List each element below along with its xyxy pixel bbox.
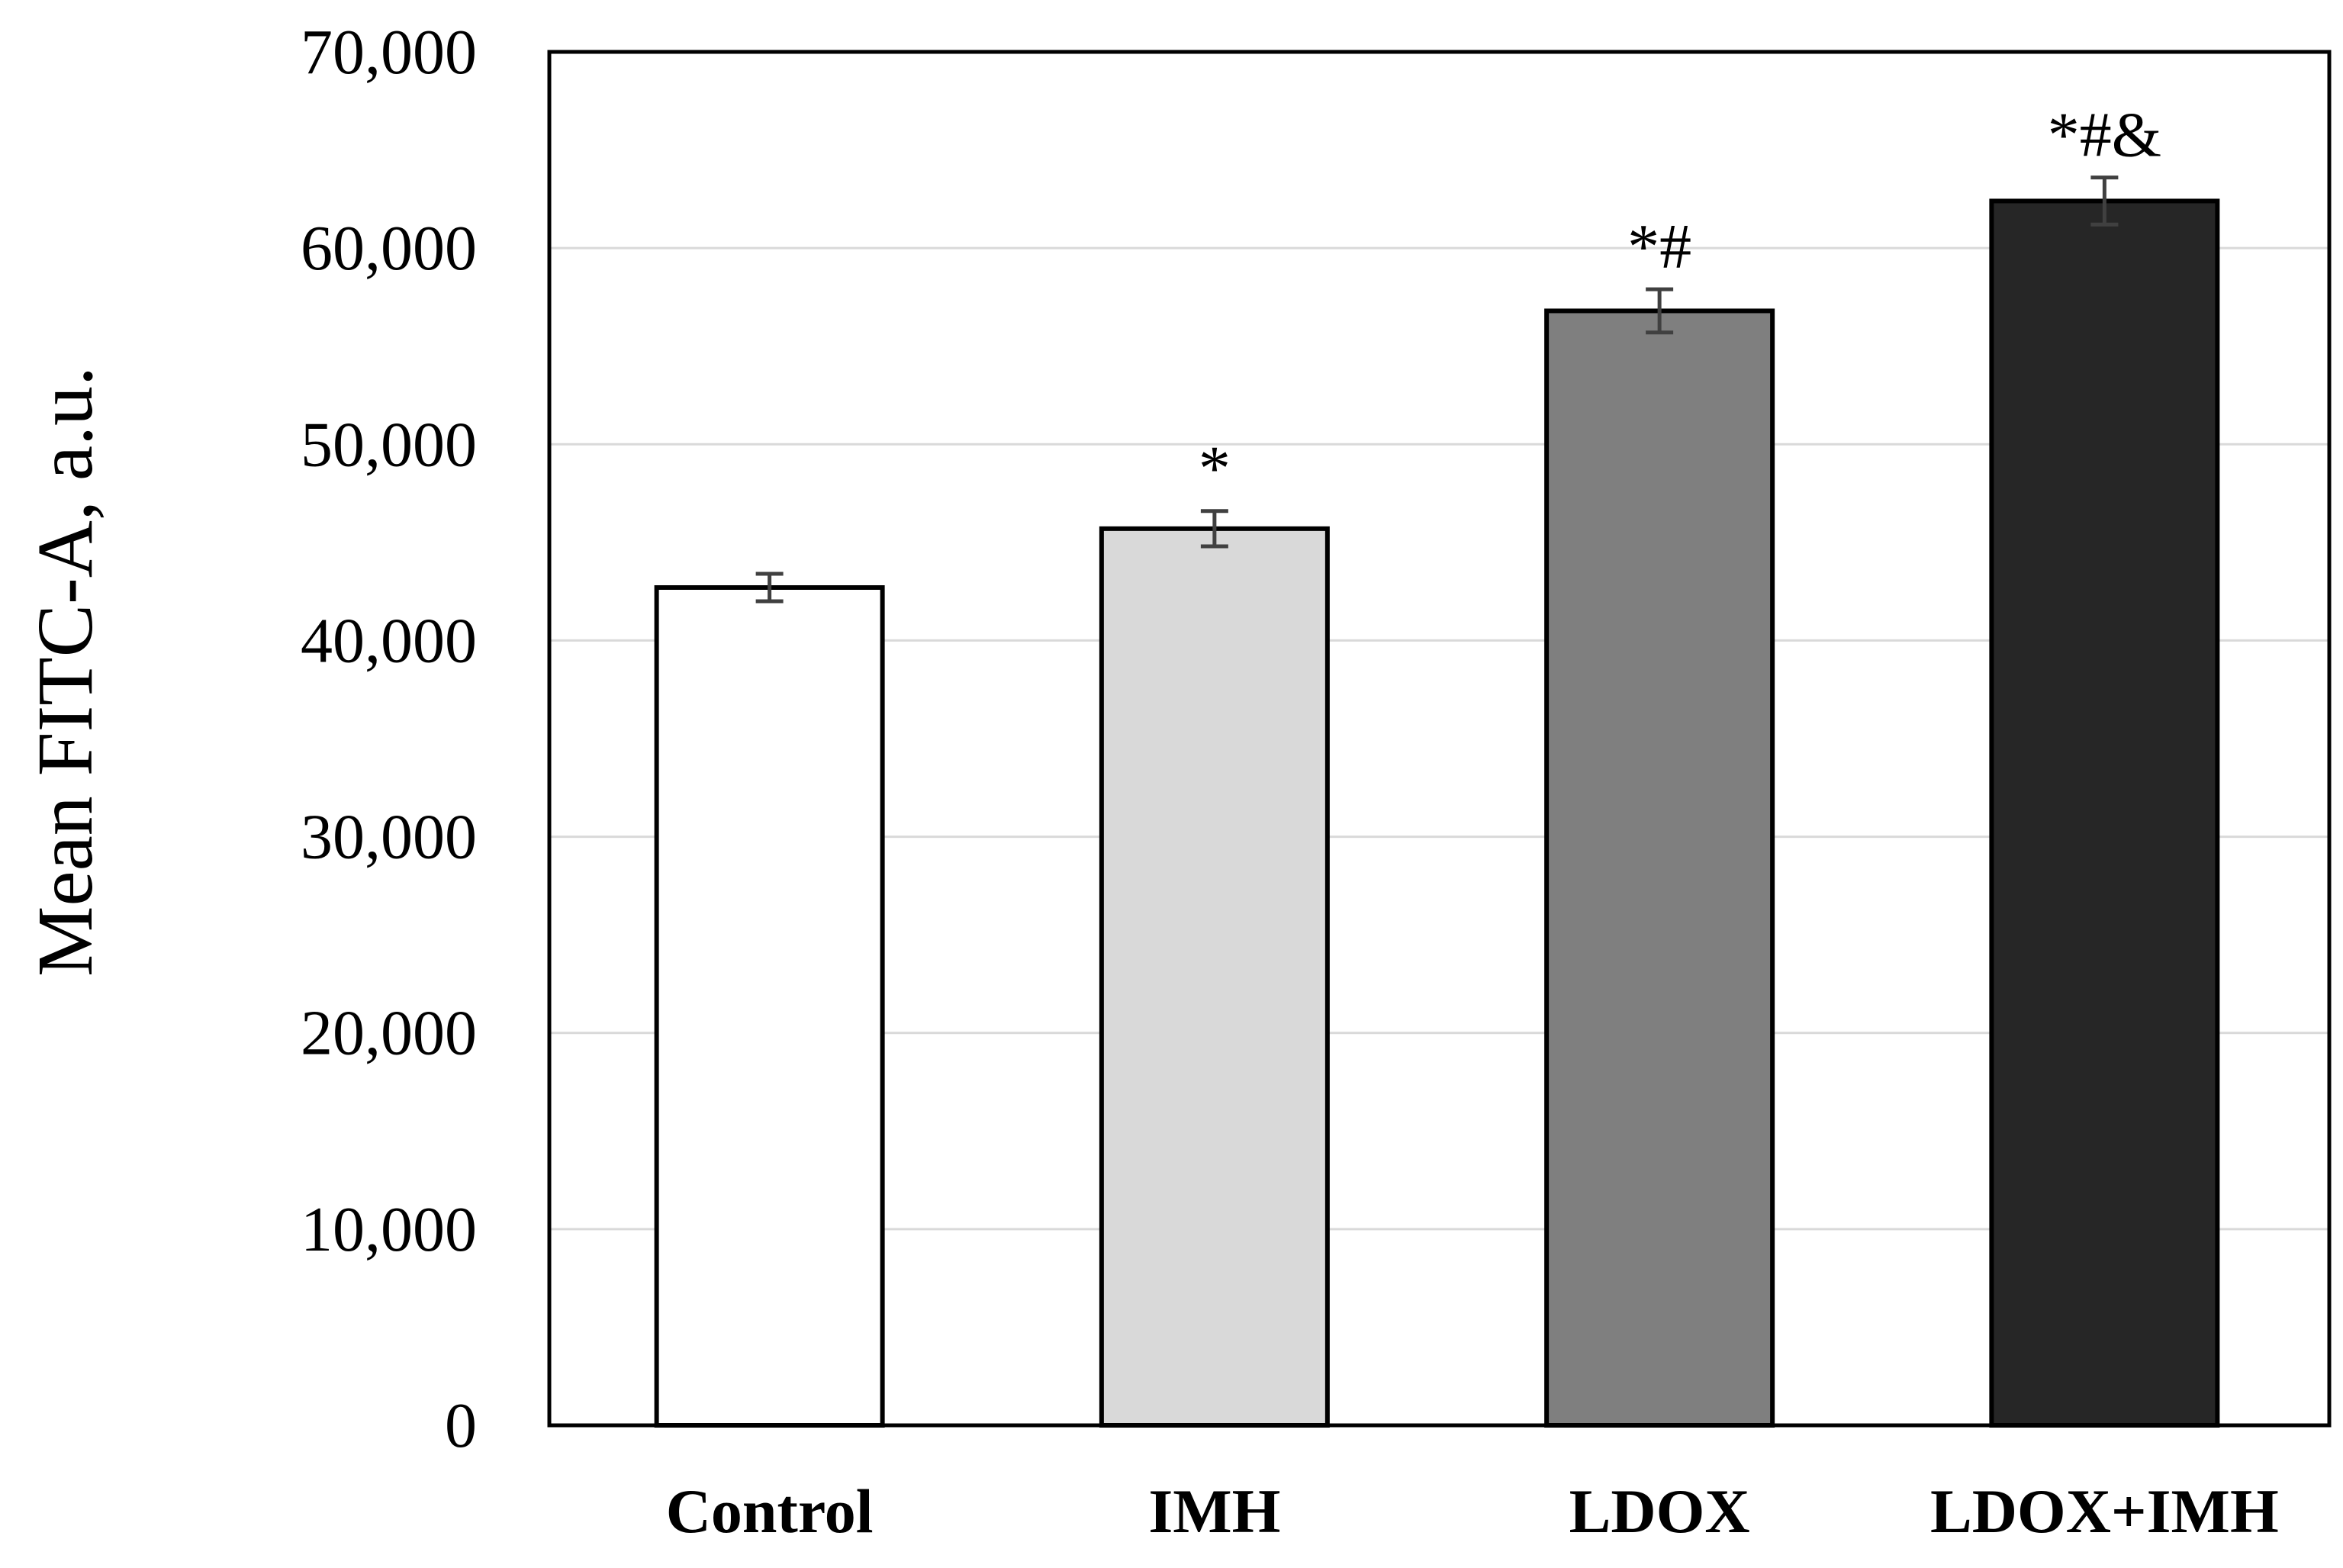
- x-axis-ticks: Control IMH LDOX LDOX+IMH: [666, 1476, 2279, 1546]
- y-tick-label: 0: [445, 1390, 477, 1461]
- x-tick-label: LDOX+IMH: [1930, 1476, 2279, 1546]
- bar-ldox: [1544, 308, 1775, 1428]
- y-tick-label: 70,000: [301, 17, 477, 88]
- significance-mark: *: [1199, 433, 1231, 504]
- y-tick-label: 30,000: [301, 802, 477, 873]
- significance-annotations: * *# *#&: [1199, 100, 2161, 504]
- error-bar: [1646, 287, 1674, 335]
- plot-frame: [547, 50, 2332, 1428]
- error-bar: [755, 571, 784, 604]
- y-tick-label: 10,000: [301, 1194, 477, 1265]
- significance-mark: *#&: [2048, 100, 2161, 171]
- error-bars: [755, 175, 2119, 604]
- x-tick-label: Control: [666, 1476, 874, 1546]
- x-tick-label: LDOX: [1569, 1476, 1750, 1546]
- y-tick-label: 50,000: [301, 409, 477, 480]
- y-tick-label: 40,000: [301, 605, 477, 676]
- y-tick-label: 60,000: [301, 213, 477, 284]
- y-axis-ticks: 0 10,000 20,000 30,000 40,000 50,000 60,000 70,…: [301, 17, 477, 1461]
- error-bar: [1200, 509, 1228, 549]
- error-bar: [2090, 175, 2119, 227]
- y-axis-title: Mean FITC-A, a.u.: [21, 366, 109, 977]
- y-tick-label: 20,000: [301, 998, 477, 1069]
- significance-mark: *#: [1627, 211, 1691, 282]
- x-tick-label: IMH: [1148, 1476, 1280, 1546]
- bar-control: [654, 585, 885, 1428]
- bar-imh: [1099, 526, 1330, 1428]
- bar-ldox-imh: [1989, 198, 2220, 1428]
- bars: [654, 198, 2220, 1428]
